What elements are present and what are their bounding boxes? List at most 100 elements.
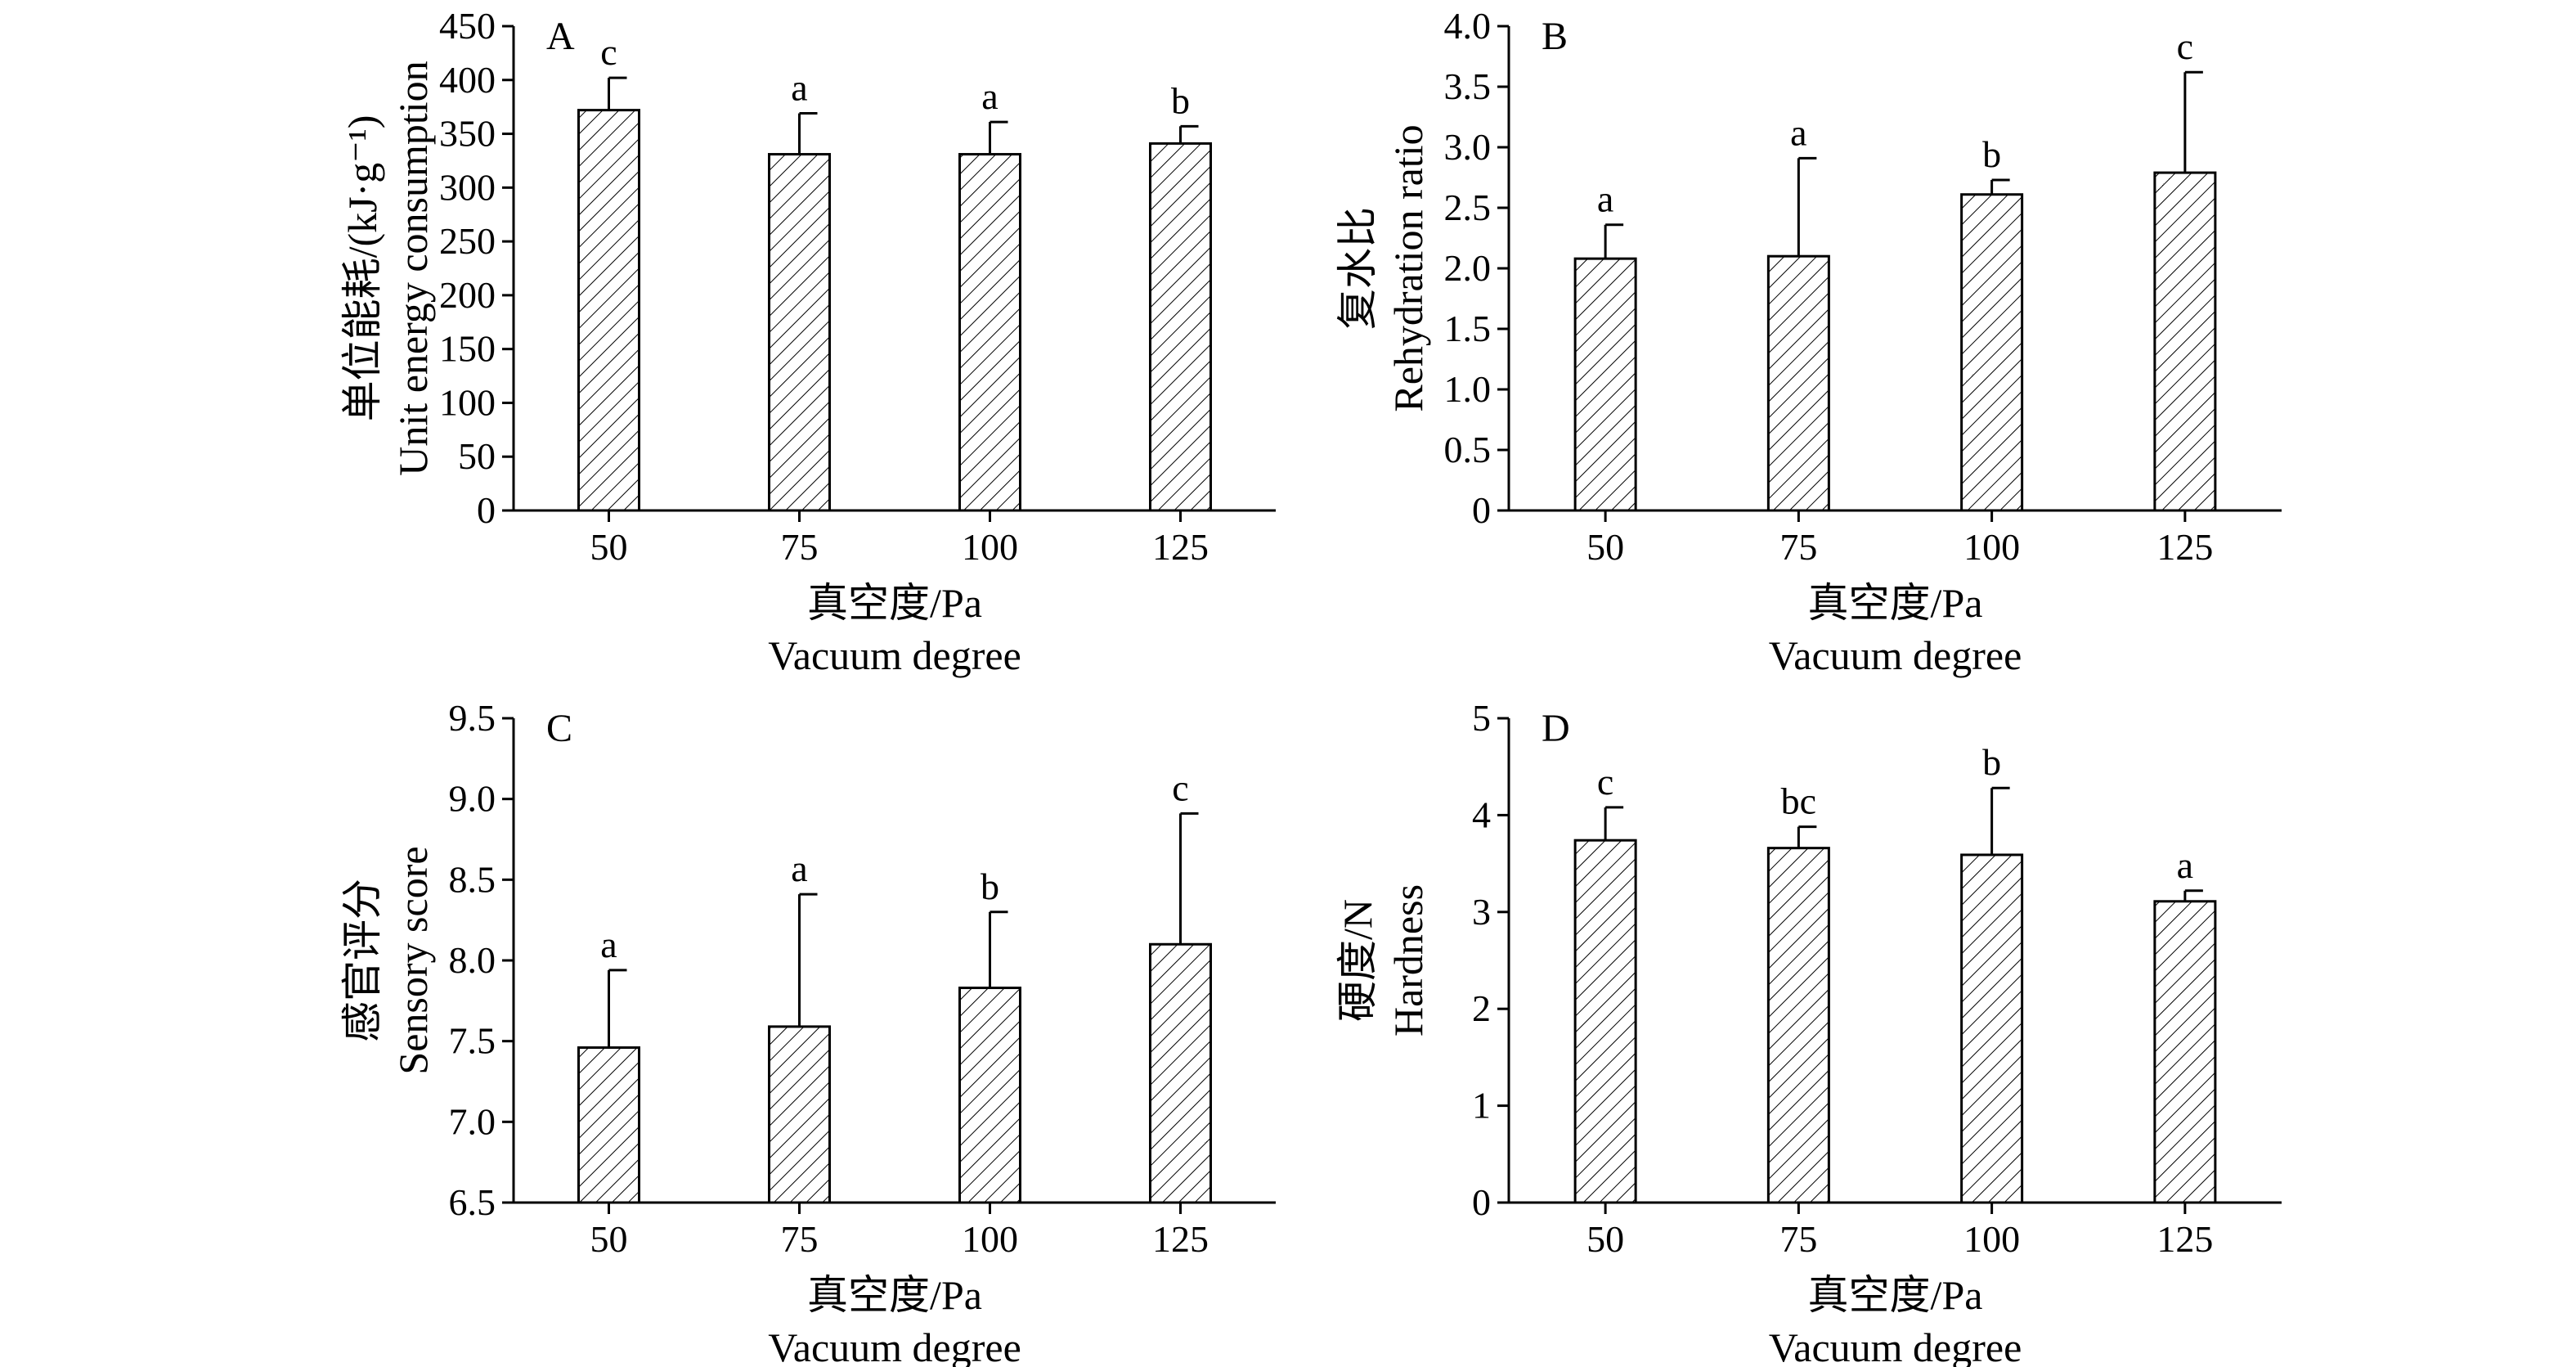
y-axis-label: 硬度/N: [1335, 899, 1380, 1022]
y-tick-label: 250: [439, 220, 496, 262]
chart-panel-b: 0 0.5 1.0 1.5 2.0 2.5 3.0 3.5 4.0 a 50 a 75 b 100 c 125 B…: [1335, 5, 2282, 678]
x-tick-label: 100: [962, 1218, 1018, 1260]
y-tick-label: 450: [439, 5, 496, 47]
panel-label: A: [546, 15, 575, 58]
y-tick-label: 7.0: [449, 1100, 496, 1142]
y-axis-label: Sensory score: [390, 846, 436, 1074]
x-axis-label: Vacuum degree: [1769, 632, 2022, 678]
y-tick-label: 8.5: [449, 858, 496, 900]
y-tick-label: 2.5: [1444, 187, 1492, 228]
significance-label: a: [600, 924, 617, 965]
x-tick-label: 100: [962, 526, 1018, 568]
y-tick-label: 3: [1472, 891, 1491, 933]
y-tick-label: 5: [1472, 697, 1491, 739]
significance-label: c: [1172, 767, 1188, 808]
bar: [1960, 853, 2024, 1204]
y-axis-label: 单位能耗/(kJ·g⁻¹): [339, 115, 385, 422]
y-tick-label: 0: [477, 489, 496, 531]
significance-label: a: [1597, 178, 1613, 220]
x-tick-label: 100: [1963, 526, 2020, 568]
bar: [1573, 257, 1637, 512]
y-tick-label: 3.5: [1444, 65, 1492, 107]
significance-label: bc: [1781, 780, 1816, 822]
y-tick-label: 200: [439, 274, 496, 316]
significance-label: c: [2177, 25, 2193, 67]
significance-label: c: [600, 31, 617, 73]
y-axis-label: Unit energy consumption: [390, 61, 436, 475]
x-axis-label: 真空度/Pa: [807, 580, 982, 626]
y-tick-label: 1.0: [1444, 368, 1492, 410]
x-axis-label: 真空度/Pa: [1808, 1272, 1983, 1318]
significance-label: a: [791, 67, 807, 109]
significance-label: c: [1597, 761, 1613, 803]
x-tick-label: 125: [2156, 1218, 2213, 1260]
bar: [1766, 847, 1830, 1204]
y-tick-label: 0: [1472, 1181, 1491, 1223]
y-tick-label: 1.5: [1444, 308, 1492, 349]
bar: [577, 109, 640, 512]
y-tick-label: 0: [1472, 489, 1491, 531]
y-tick-label: 350: [439, 113, 496, 155]
significance-label: a: [1790, 111, 1806, 153]
y-tick-label: 50: [458, 435, 496, 477]
y-tick-label: 400: [439, 59, 496, 101]
y-tick-label: 1: [1472, 1085, 1491, 1126]
y-axis-label: 复水比: [1335, 207, 1380, 330]
y-tick-label: 9.0: [449, 778, 496, 820]
panel-label: B: [1542, 15, 1568, 58]
bar: [1766, 254, 1830, 512]
y-tick-label: 4.0: [1444, 5, 1492, 47]
x-axis-label: Vacuum degree: [768, 1324, 1021, 1367]
y-tick-label: 8.0: [449, 939, 496, 981]
significance-label: b: [1171, 79, 1190, 121]
x-axis-label: Vacuum degree: [768, 632, 1021, 678]
x-tick-label: 50: [590, 1218, 628, 1260]
x-tick-label: 50: [1586, 1218, 1624, 1260]
x-tick-label: 125: [1152, 526, 1209, 568]
panel-label: C: [546, 707, 572, 750]
y-tick-label: 4: [1472, 794, 1491, 835]
x-tick-label: 50: [1586, 526, 1624, 568]
y-tick-label: 150: [439, 328, 496, 370]
y-tick-label: 0.5: [1444, 429, 1492, 470]
y-tick-label: 100: [439, 381, 496, 423]
y-axis-label: Rehydration ratio: [1385, 124, 1431, 411]
x-axis-label: 真空度/Pa: [1808, 580, 1983, 626]
y-tick-label: 6.5: [449, 1181, 496, 1223]
bar: [958, 987, 1021, 1204]
significance-label: a: [981, 75, 998, 117]
x-tick-label: 75: [781, 526, 819, 568]
panel-label: D: [1542, 707, 1570, 750]
x-tick-label: 75: [1779, 526, 1817, 568]
y-tick-label: 2.0: [1444, 247, 1492, 289]
x-tick-label: 125: [2156, 526, 2213, 568]
y-axis-label: Hardness: [1385, 884, 1431, 1036]
significance-label: a: [2177, 844, 2193, 886]
bar: [2153, 171, 2217, 512]
chart-panel-c: 6.5 7.0 7.5 8.0 8.5 9.0 9.5 a 50 a 75 b 100 c 125 C 真空度/…: [339, 697, 1276, 1367]
x-tick-label: 125: [1152, 1218, 1209, 1260]
x-tick-label: 50: [590, 526, 628, 568]
bar: [768, 153, 831, 512]
y-tick-label: 2: [1472, 987, 1491, 1029]
x-tick-label: 75: [1779, 1218, 1817, 1260]
significance-label: b: [1982, 741, 2001, 783]
bar: [1149, 142, 1212, 512]
x-tick-label: 100: [1963, 1218, 2020, 1260]
bar: [577, 1046, 640, 1204]
x-tick-label: 75: [781, 1218, 819, 1260]
significance-label: b: [981, 866, 999, 907]
chart-panel-d: 0 1 2 3 4 5 c 50 bc 75 b 100 a 125 D 真空度/Pa Vacuum degre…: [1335, 697, 2282, 1367]
chart-panel-a: 0 50 100 150 200 250 300 350 400 450 c 50 a 75 a 100 b 12…: [339, 5, 1276, 678]
significance-label: a: [791, 848, 807, 889]
y-axis-label: 感官评分: [339, 879, 385, 1042]
bar: [768, 1025, 831, 1204]
y-tick-label: 300: [439, 166, 496, 208]
x-axis-label: Vacuum degree: [1769, 1324, 2022, 1367]
bar: [958, 153, 1021, 512]
y-tick-label: 9.5: [449, 697, 496, 739]
y-tick-label: 7.5: [449, 1020, 496, 1062]
bar: [2153, 900, 2217, 1204]
y-tick-label: 3.0: [1444, 126, 1492, 168]
x-axis-label: 真空度/Pa: [807, 1272, 982, 1318]
